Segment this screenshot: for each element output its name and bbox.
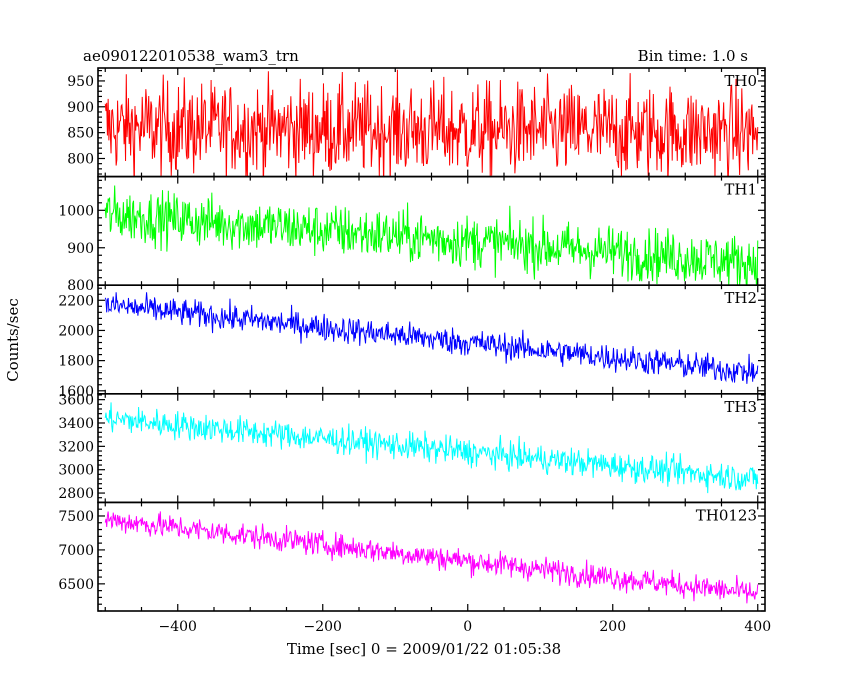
y-tick-label: 1800 xyxy=(58,354,94,370)
y-tick-label: 2800 xyxy=(58,486,94,502)
y-tick-label: 2200 xyxy=(58,293,94,309)
series-name-label: TH0 xyxy=(724,72,757,90)
x-tick-label: −400 xyxy=(159,619,197,635)
y-tick-label: 800 xyxy=(67,152,94,168)
panel-th0: 800 850 900 950 TH0 xyxy=(67,67,766,178)
x-axis-ticks: −400 −200 0 200 400 xyxy=(159,619,772,635)
x-tick-label: 200 xyxy=(599,619,626,635)
y-tick-label: 850 xyxy=(67,126,94,142)
x-tick-label: 0 xyxy=(463,619,472,635)
panel-th3: 2800 3000 3200 3400 3600 TH3 xyxy=(58,393,766,504)
panel-th2: 1600 1800 2000 2200 TH2 xyxy=(58,284,766,400)
y-tick-label: 950 xyxy=(67,74,94,90)
y-tick-label: 3200 xyxy=(58,439,94,455)
y-tick-label: 900 xyxy=(67,100,94,116)
x-tick-label: −200 xyxy=(304,619,342,635)
y-tick-label: 2000 xyxy=(58,323,94,339)
series-name-label: TH0123 xyxy=(696,506,757,524)
x-axis-label: Time [sec] 0 = 2009/01/22 01:05:38 xyxy=(287,640,561,658)
series-line-th2 xyxy=(104,292,759,384)
y-tick-label: 7000 xyxy=(58,543,94,559)
panel-th0123: 6500 7000 7500 TH0123 xyxy=(58,501,766,612)
y-tick-label: 3400 xyxy=(58,416,94,432)
series-line-th0123 xyxy=(104,511,759,604)
x-tick-label: 400 xyxy=(744,619,771,635)
y-tick-label: 900 xyxy=(67,241,94,257)
y-tick-label: 1600 xyxy=(58,384,94,400)
y-axis-label: Counts/sec xyxy=(4,298,22,382)
series-line-th0 xyxy=(104,69,759,177)
chart-title: ae090122010538_wam3_trn xyxy=(83,47,299,65)
y-tick-label: 3000 xyxy=(58,463,94,479)
series-name-label: TH2 xyxy=(724,289,757,307)
y-tick-label: 3600 xyxy=(58,393,94,409)
series-name-label: TH1 xyxy=(724,181,757,199)
series-name-label: TH3 xyxy=(724,398,757,416)
bin-time-label: Bin time: 1.0 s xyxy=(638,47,748,65)
y-tick-label: 7500 xyxy=(58,509,94,525)
panel-th1: 800 900 1000 TH1 xyxy=(58,175,766,294)
y-tick-label: 6500 xyxy=(58,577,94,593)
y-tick-label: 800 xyxy=(67,278,94,294)
series-line-th3 xyxy=(104,402,759,494)
series-line-th1 xyxy=(104,185,759,286)
panels-group: 800 850 900 950 TH0 800 900 1000 TH1 1600 1800 2000… xyxy=(58,67,766,612)
y-tick-label: 1000 xyxy=(58,203,94,219)
